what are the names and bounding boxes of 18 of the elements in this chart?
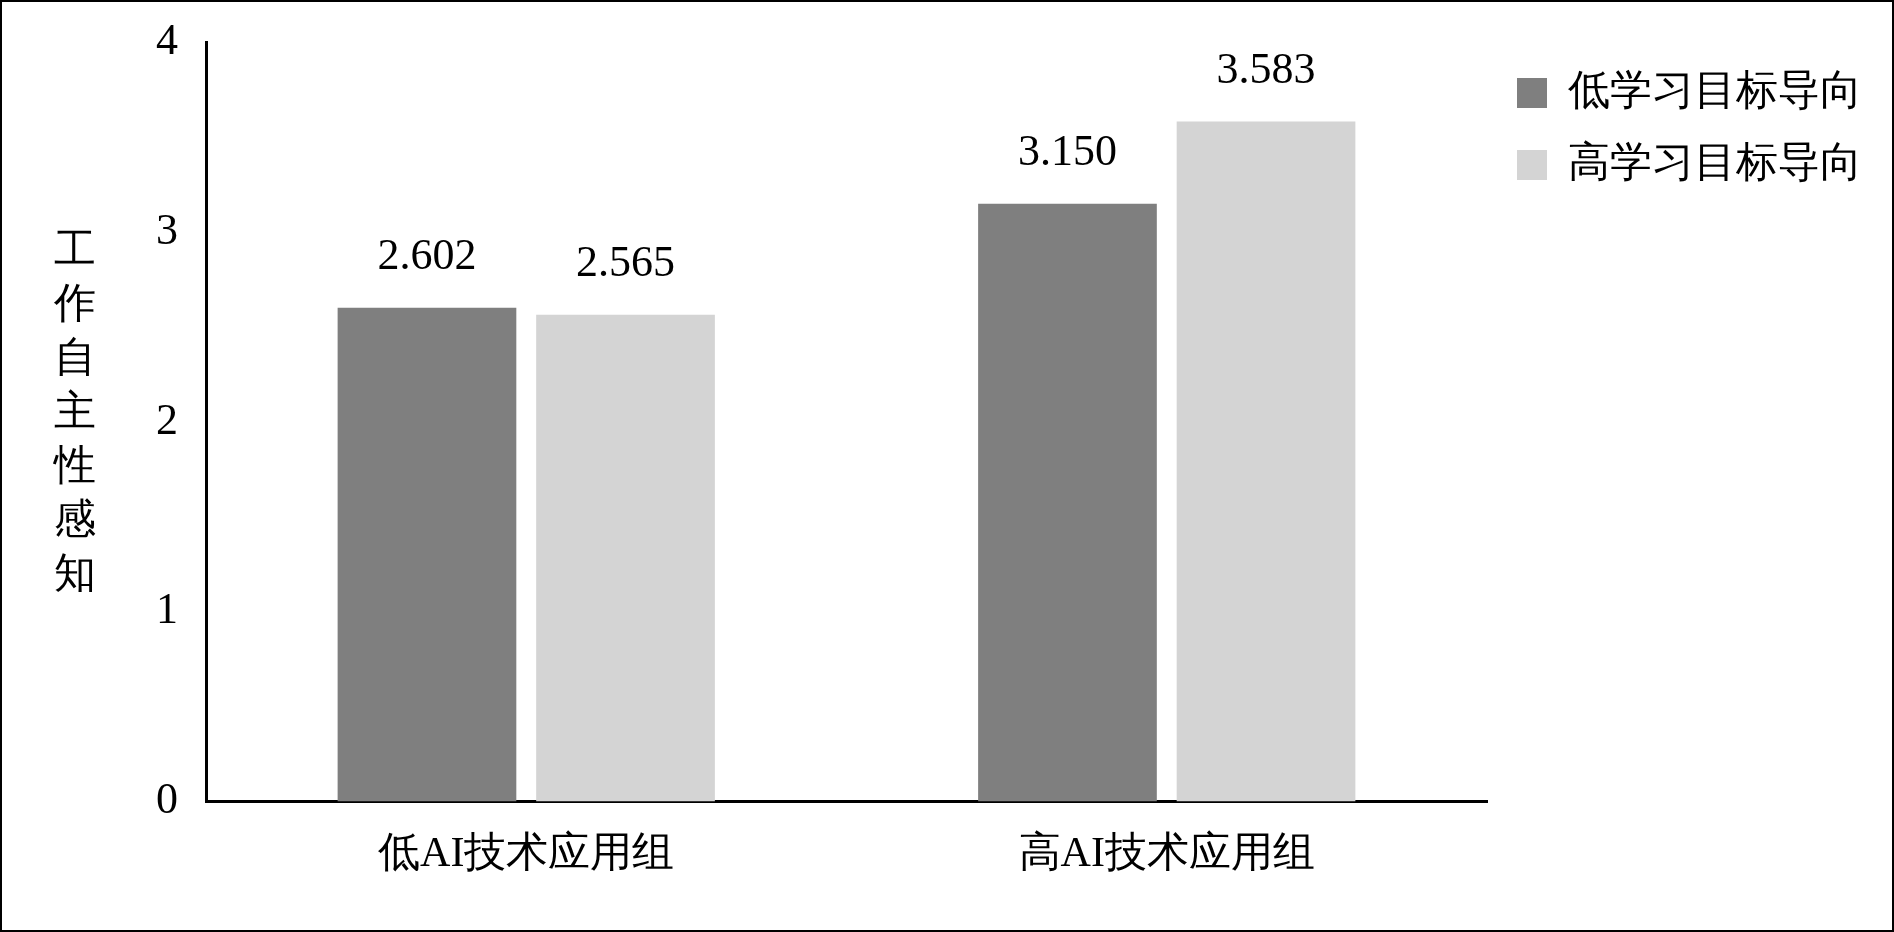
data-label: 3.583 bbox=[1216, 44, 1316, 94]
data-label: 2.602 bbox=[377, 230, 477, 280]
y-tick-label: 0 bbox=[156, 774, 178, 824]
data-label: 3.150 bbox=[1017, 126, 1117, 176]
bar bbox=[536, 314, 715, 802]
data-label: 2.565 bbox=[576, 237, 676, 287]
y-tick-label: 4 bbox=[156, 14, 178, 64]
y-tick-label: 3 bbox=[156, 204, 178, 254]
y-axis-title: 工作自主性感知 bbox=[52, 225, 97, 598]
bar bbox=[337, 307, 517, 802]
x-tick-label: 低AI技术应用组 bbox=[378, 828, 675, 875]
legend-label: 低学习目标导向 bbox=[1568, 67, 1862, 114]
x-tick-label: 高AI技术应用组 bbox=[1018, 828, 1315, 875]
bar bbox=[1176, 121, 1356, 802]
legend-label: 高学习目标导向 bbox=[1568, 139, 1862, 186]
bar bbox=[978, 203, 1157, 802]
y-tick-label: 1 bbox=[156, 584, 178, 634]
y-tick-label: 2 bbox=[156, 394, 178, 444]
